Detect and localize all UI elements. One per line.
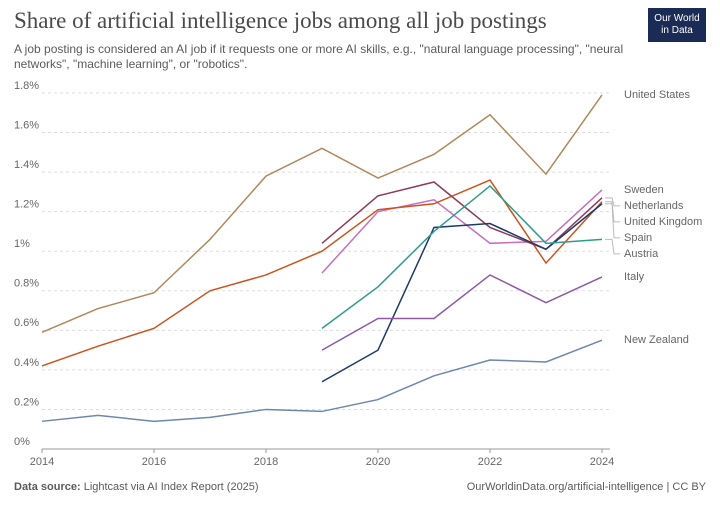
line bbox=[41, 339, 603, 423]
y-tick-label: 0% bbox=[14, 436, 30, 448]
source-text: Lightcast via AI Index Report (2025) bbox=[83, 481, 259, 493]
logo-line: Our World bbox=[654, 13, 700, 24]
line bbox=[321, 274, 603, 351]
legend-label: New Zealand bbox=[624, 334, 689, 346]
y-tick-label: 1.8% bbox=[14, 80, 39, 92]
y-tick-label: 1.6% bbox=[14, 119, 39, 131]
legend-label: Netherlands bbox=[624, 200, 684, 212]
source: Data source: Lightcast via AI Index Repo… bbox=[14, 481, 259, 493]
chart-subtitle: A job posting is considered an AI job if… bbox=[14, 42, 624, 71]
line bbox=[321, 184, 603, 329]
line bbox=[41, 94, 603, 334]
legend-label: Spain bbox=[624, 232, 652, 244]
legend-label: Sweden bbox=[624, 184, 664, 196]
label-connector bbox=[605, 203, 620, 239]
chart-title: Share of artificial intelligence jobs am… bbox=[14, 8, 547, 33]
y-tick-label: 1% bbox=[14, 238, 30, 250]
source-url[interactable]: OurWorldinData.org/artificial-intelligen… bbox=[466, 481, 706, 493]
legend-label: Italy bbox=[624, 271, 645, 283]
x-tick-label: 2014 bbox=[30, 456, 54, 468]
legend-label: United Kingdom bbox=[624, 216, 702, 228]
y-tick-label: 1.4% bbox=[14, 159, 39, 171]
x-tick-label: 2020 bbox=[366, 456, 390, 468]
y-tick-label: 0.4% bbox=[14, 357, 39, 369]
x-tick-label: 2018 bbox=[254, 456, 278, 468]
label-connector bbox=[605, 197, 620, 207]
label-connector bbox=[605, 238, 620, 255]
y-tick-label: 0.2% bbox=[14, 396, 39, 408]
line bbox=[321, 203, 603, 383]
label-connector bbox=[605, 201, 620, 223]
y-tick-label: 1.2% bbox=[14, 199, 39, 211]
x-tick-label: 2022 bbox=[478, 456, 502, 468]
logo[interactable]: Our World in Data bbox=[648, 8, 706, 42]
legend-label: United States bbox=[624, 89, 691, 101]
line bbox=[321, 189, 603, 274]
y-tick-label: 0.8% bbox=[14, 278, 39, 290]
source-label: Data source: bbox=[14, 481, 81, 493]
line bbox=[41, 179, 603, 367]
x-tick-label: 2024 bbox=[590, 456, 614, 468]
y-tick-label: 0.6% bbox=[14, 317, 39, 329]
line bbox=[321, 181, 603, 251]
x-tick-label: 2016 bbox=[142, 456, 166, 468]
logo-line: in Data bbox=[661, 25, 693, 36]
legend-label: Austria bbox=[624, 248, 659, 260]
